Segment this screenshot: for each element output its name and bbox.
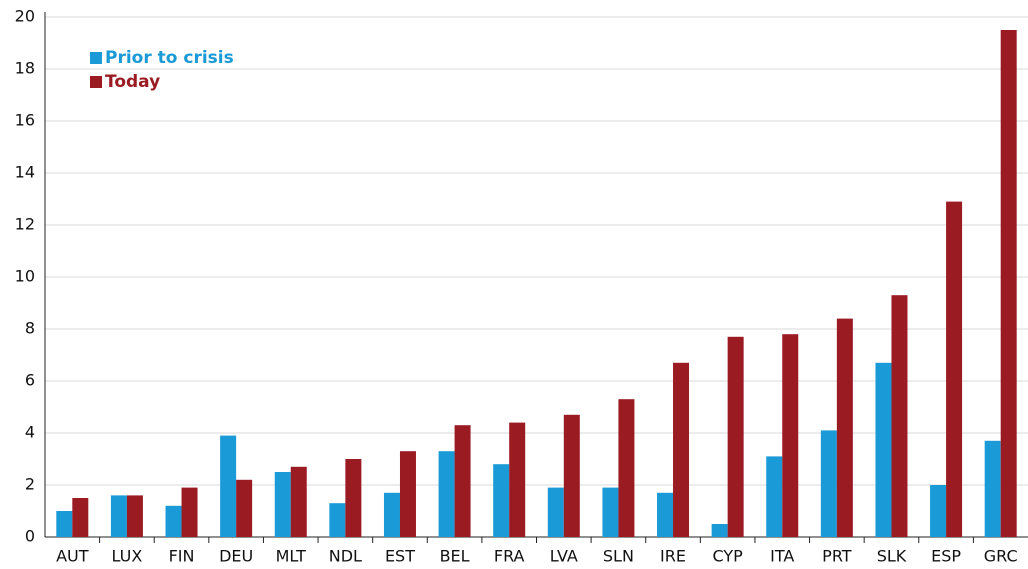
x-tick-label: BEL (440, 547, 470, 566)
x-tick-label: ESP (931, 547, 961, 566)
bar (345, 459, 362, 537)
x-tick-label: SLK (877, 547, 907, 566)
bar (820, 430, 837, 537)
x-tick-label: EST (385, 547, 415, 566)
bar (181, 487, 198, 537)
bar (618, 399, 635, 537)
x-tick-label: SLN (603, 547, 634, 566)
x-tick-label: DEU (219, 547, 253, 566)
bar (891, 295, 908, 537)
x-tick-label: FIN (169, 547, 195, 566)
legend-swatch (90, 76, 102, 88)
bar (602, 487, 619, 537)
y-tick-label: 4 (25, 423, 35, 442)
bar (438, 451, 455, 537)
bar (946, 201, 963, 537)
y-tick-label: 14 (15, 163, 35, 182)
bar (493, 464, 510, 537)
bar (72, 498, 89, 537)
bar (290, 466, 307, 537)
y-tick-label: 6 (25, 371, 35, 390)
bar (56, 511, 73, 537)
bar (875, 362, 892, 537)
legend-swatch (90, 52, 102, 64)
bar (1000, 30, 1017, 537)
y-tick-label: 16 (15, 111, 35, 130)
y-tick-label: 2 (25, 475, 35, 494)
bar (836, 318, 853, 537)
y-tick-label: 10 (15, 267, 35, 286)
bar (454, 425, 471, 537)
x-tick-label: LVA (550, 547, 578, 566)
legend-label: Prior to crisis (105, 48, 234, 68)
bar (236, 479, 253, 537)
bar (110, 495, 127, 537)
bar (673, 362, 690, 537)
bar (126, 495, 143, 537)
y-tick-label: 12 (15, 215, 35, 234)
y-tick-label: 20 (15, 7, 35, 26)
bar (509, 422, 526, 537)
bar (766, 456, 783, 537)
bar (782, 334, 799, 537)
bar (383, 492, 400, 537)
x-tick-label: FRA (494, 547, 525, 566)
bar (399, 451, 416, 537)
bar (220, 435, 237, 537)
y-tick-label: 18 (15, 59, 35, 78)
bar (547, 487, 564, 537)
bar (329, 503, 346, 537)
x-tick-label: MLT (276, 547, 307, 566)
bar (657, 492, 674, 537)
bar (165, 505, 182, 537)
y-tick-label: 0 (25, 527, 35, 546)
bar (727, 336, 744, 537)
legend-label: Today (105, 72, 160, 92)
bar (930, 485, 947, 537)
x-tick-label: LUX (112, 547, 143, 566)
bar (711, 524, 728, 537)
x-tick-label: IRE (660, 547, 686, 566)
x-tick-label: ITA (770, 547, 794, 566)
bar (984, 440, 1001, 537)
bar (274, 472, 291, 537)
x-tick-label: NDL (329, 547, 362, 566)
bar (563, 414, 580, 537)
x-tick-label: PRT (822, 547, 852, 566)
y-tick-label: 8 (25, 319, 35, 338)
x-tick-label: AUT (56, 547, 89, 566)
x-tick-label: GRC (984, 547, 1018, 566)
x-tick-label: CYP (712, 547, 743, 566)
